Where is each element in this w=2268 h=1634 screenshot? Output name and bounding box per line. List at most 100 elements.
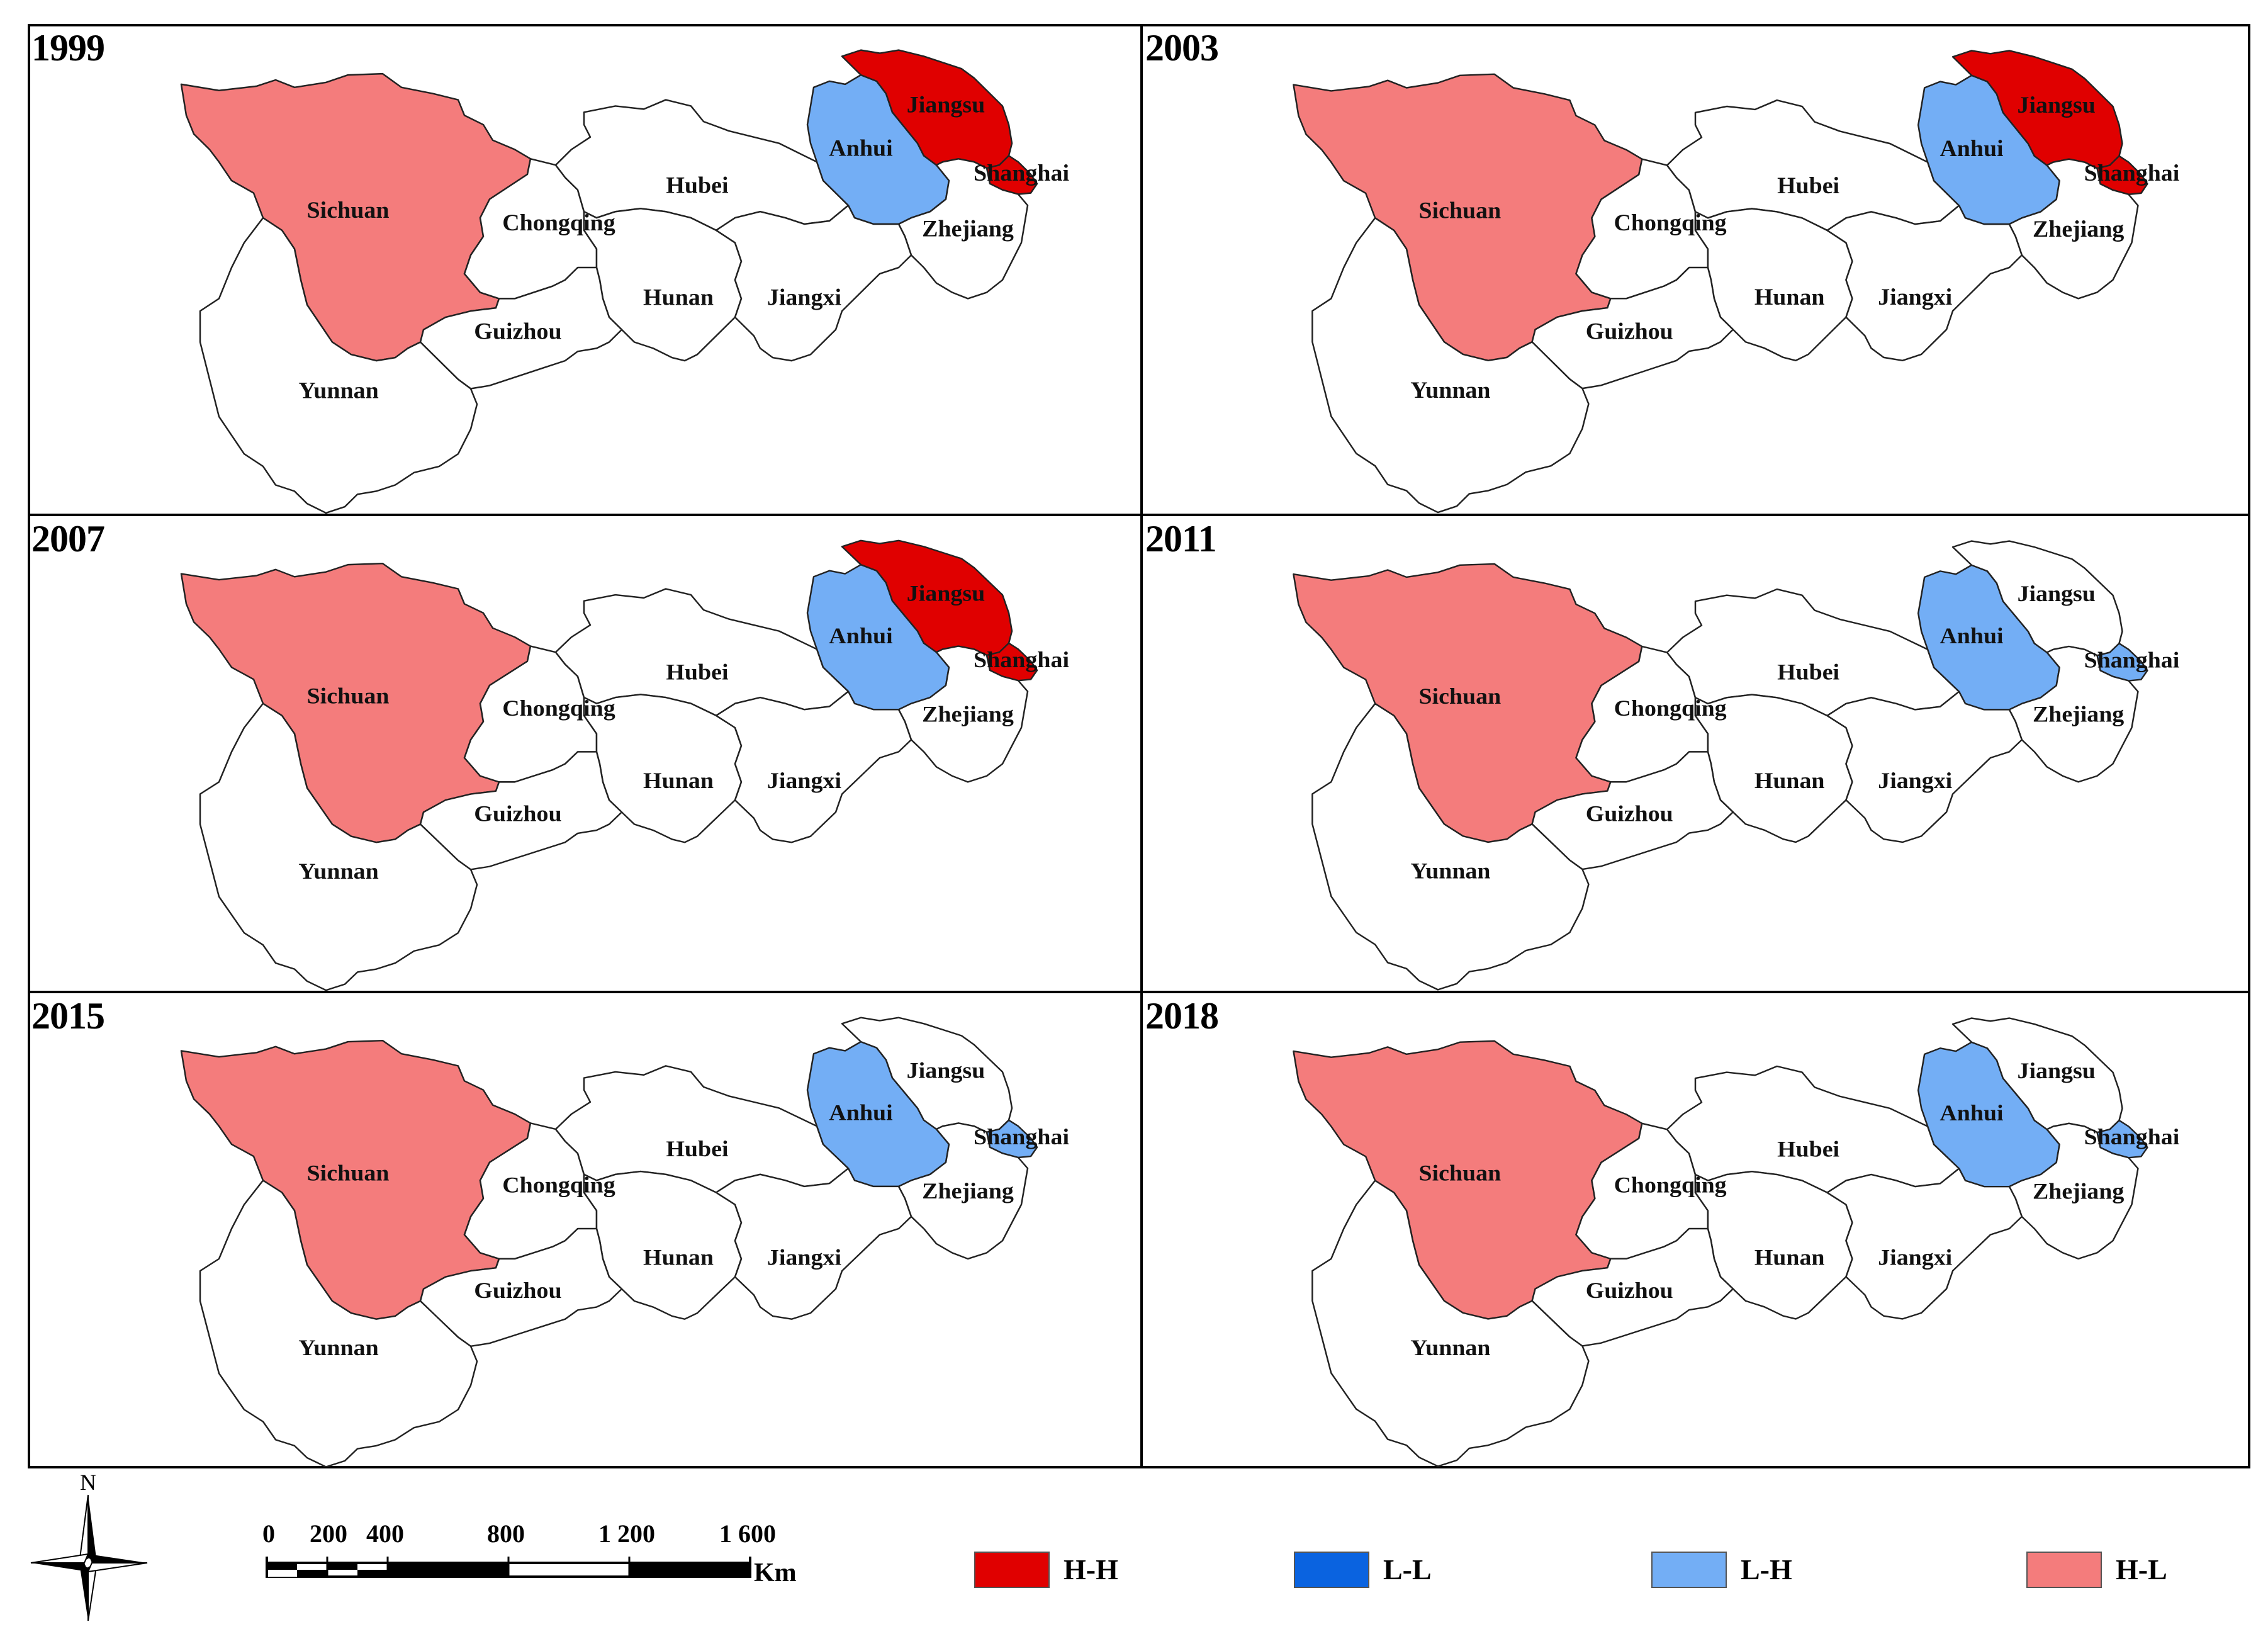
province-jiangxi — [1826, 205, 2023, 362]
province-label-hubei: Hubei — [666, 660, 728, 685]
province-label-chongqing: Chongqing — [502, 210, 615, 236]
province-label-jiangsu: Jiangsu — [907, 92, 985, 118]
scale-tick-label: 200 — [310, 1519, 347, 1548]
province-guizhou — [419, 751, 623, 871]
province-label-chongqing: Chongqing — [502, 696, 615, 721]
province-label-jiangxi: Jiangxi — [1878, 1245, 1952, 1270]
scale-tick-label: 800 — [487, 1519, 525, 1548]
province-label-yunnan: Yunnan — [298, 378, 378, 404]
province-zhejiang — [2008, 645, 2139, 783]
province-label-zhejiang: Zhejiang — [922, 216, 1014, 242]
province-label-zhejiang: Zhejiang — [2033, 216, 2124, 242]
province-label-zhejiang: Zhejiang — [2033, 702, 2125, 727]
province-label-jiangsu: Jiangsu — [2018, 92, 2096, 118]
province-label-yunnan: Yunnan — [1410, 859, 1490, 884]
map-svg: Sichuan Chongqing Hubei Anhui Jiangsu Shangha… — [180, 49, 1069, 514]
province-zhejiang — [897, 1122, 1029, 1260]
legend-swatch — [974, 1552, 1050, 1588]
province-zhejiang — [897, 158, 1029, 300]
north-arrow-icon: N — [30, 1470, 148, 1621]
province-label-hunan: Hunan — [643, 1245, 714, 1270]
province-label-sichuan: Sichuan — [307, 1161, 390, 1186]
legend-label: H-H — [1064, 1553, 1118, 1586]
north-label: N — [80, 1470, 96, 1495]
panel-year-label: 1999 — [31, 27, 105, 69]
legend-swatch — [2026, 1552, 2102, 1588]
province-label-chongqing: Chongqing — [1614, 210, 1727, 236]
scale-bar: 0 200 400 800 1 200 1 600 Km — [0, 1470, 881, 1621]
province-label-anhui: Anhui — [829, 623, 892, 648]
province-guizhou — [1531, 1227, 1734, 1347]
legend-swatch — [1651, 1552, 1727, 1588]
province-label-anhui: Anhui — [829, 1100, 892, 1125]
province-label-yunnan: Yunnan — [298, 1336, 379, 1361]
legend-swatch — [1294, 1552, 1369, 1588]
province-jiangxi — [1826, 690, 2023, 843]
map-panel-2011: Sichuan Chongqing Hubei Anhui Jiangsu Shangha… — [1142, 515, 2250, 992]
province-jiangxi — [1826, 1168, 2023, 1320]
province-label-chongqing: Chongqing — [1614, 696, 1727, 721]
province-label-sichuan: Sichuan — [307, 684, 390, 709]
province-label-sichuan: Sichuan — [1419, 1161, 1502, 1186]
province-guizhou — [1531, 266, 1734, 390]
province-label-jiangxi: Jiangxi — [767, 1245, 841, 1270]
panel-year-label: 2018 — [1145, 995, 1219, 1037]
province-label-jiangsu: Jiangsu — [2018, 582, 2096, 607]
province-label-jiangxi: Jiangxi — [1878, 769, 1952, 794]
province-label-shanghai: Shanghai — [974, 160, 1069, 186]
province-label-chongqing: Chongqing — [502, 1173, 615, 1198]
map-panel-2007: Sichuan Chongqing Hubei Anhui Jiangsu Shangha… — [28, 515, 1142, 992]
province-yunnan — [1311, 702, 1590, 991]
scale-tick-label: 1 600 — [719, 1519, 776, 1548]
panel-year-label: 2003 — [1145, 27, 1219, 69]
legend-area: N 0 200 400 800 1 200 1 600 — [0, 1470, 2268, 1634]
province-label-guizhou: Guizhou — [474, 1278, 561, 1304]
province-yunnan — [199, 702, 478, 991]
map-svg: Sichuan Chongqing Hubei Anhui Jiangsu Shangha… — [1293, 540, 2180, 991]
province-jiangxi — [715, 205, 912, 362]
province-label-shanghai: Shanghai — [2084, 648, 2180, 673]
map-panel-2015: Sichuan Chongqing Hubei Anhui Jiangsu Shangha… — [28, 992, 1142, 1468]
province-label-hunan: Hunan — [643, 284, 714, 310]
province-guizhou — [419, 1227, 623, 1348]
province-label-anhui: Anhui — [1940, 135, 2003, 162]
map-svg: Sichuan Chongqing Hubei Anhui Jiangsu Shangha… — [1293, 50, 2180, 514]
province-label-anhui: Anhui — [829, 135, 892, 162]
panel-year-label: 2015 — [31, 995, 105, 1037]
province-label-hubei: Hubei — [1777, 660, 1839, 685]
province-yunnan — [1311, 1180, 1590, 1467]
province-label-anhui: Anhui — [1940, 1101, 2003, 1126]
legend-label: L-L — [1383, 1553, 1432, 1586]
province-label-guizhou: Guizhou — [474, 318, 561, 345]
province-label-shanghai: Shanghai — [2084, 1125, 2180, 1150]
map-svg: Sichuan Chongqing Hubei Anhui Jiangsu Shangha… — [180, 539, 1069, 991]
province-label-shanghai: Shanghai — [974, 1125, 1069, 1150]
scale-bar-graphic — [266, 1557, 751, 1578]
province-label-hubei: Hubei — [1777, 172, 1839, 199]
scale-unit: Km — [754, 1558, 797, 1587]
map-panel-2018: Sichuan Chongqing Hubei Anhui Jiangsu Shangha… — [1142, 992, 2250, 1468]
province-label-yunnan: Yunnan — [298, 859, 379, 884]
province-zhejiang — [2008, 1122, 2139, 1260]
province-label-yunnan: Yunnan — [1410, 377, 1490, 403]
legend-label: H-L — [2116, 1553, 2167, 1586]
scale-tick-label: 0 — [262, 1519, 275, 1548]
panel-year-label: 2007 — [31, 518, 105, 560]
province-label-jiangxi: Jiangxi — [767, 284, 841, 310]
map-svg: Sichuan Chongqing Hubei Anhui Jiangsu Shangha… — [1293, 1017, 2180, 1467]
province-label-guizhou: Guizhou — [1586, 801, 1673, 826]
legend-label: L-H — [1741, 1553, 1792, 1586]
province-label-shanghai: Shanghai — [2084, 160, 2180, 186]
province-label-guizhou: Guizhou — [1586, 318, 1673, 345]
province-label-shanghai: Shanghai — [974, 648, 1069, 673]
province-label-jiangsu: Jiangsu — [2018, 1059, 2096, 1084]
province-zhejiang — [2008, 158, 2139, 300]
province-label-hubei: Hubei — [666, 1137, 728, 1162]
province-label-chongqing: Chongqing — [1614, 1173, 1727, 1198]
province-label-zhejiang: Zhejiang — [2033, 1179, 2125, 1204]
province-label-jiangxi: Jiangxi — [767, 769, 841, 794]
province-label-hunan: Hunan — [1754, 1245, 1825, 1270]
province-label-hubei: Hubei — [666, 172, 728, 199]
province-label-zhejiang: Zhejiang — [922, 1179, 1014, 1204]
province-label-hunan: Hunan — [643, 769, 714, 794]
